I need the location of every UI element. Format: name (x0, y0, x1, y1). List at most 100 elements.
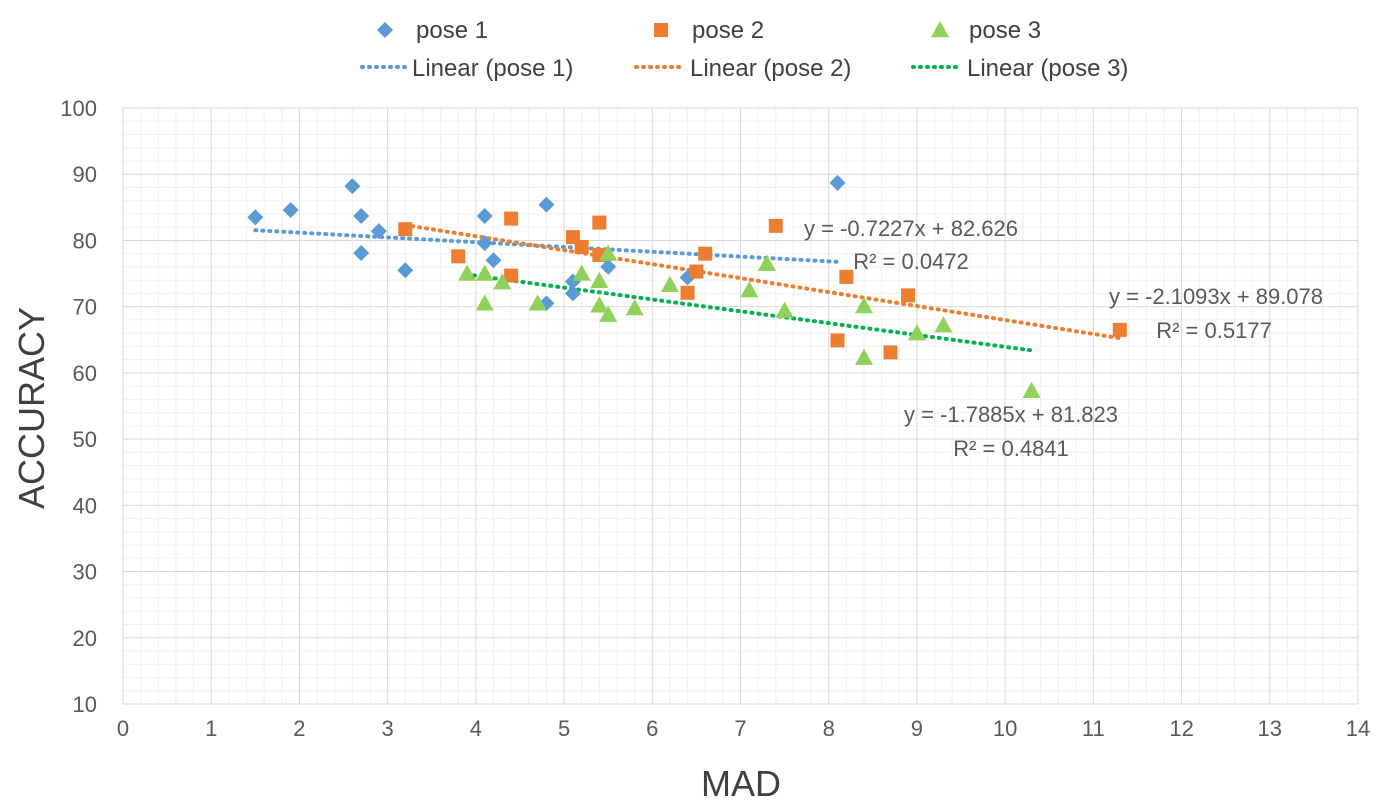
x-tick-label: 14 (1346, 716, 1370, 741)
x-axis-tick-labels: 0 1 2 3 4 5 6 7 8 9 10 11 12 13 14 (117, 716, 1370, 741)
point-pose-1 (247, 209, 264, 226)
point-pose-2 (1112, 322, 1127, 337)
point-pose-2 (830, 333, 845, 348)
trendline-equation-pose-3: y = -1.7885x + 81.823 (904, 402, 1118, 427)
y-tick-label: 100 (60, 96, 97, 121)
legend-label-pose-3: pose 3 (969, 17, 1041, 44)
point-pose-3 (855, 297, 873, 314)
major-gridlines (122, 107, 1359, 705)
y-axis-title: ACCURACY (11, 307, 52, 509)
point-pose-2 (504, 211, 519, 226)
point-pose-2 (839, 269, 854, 284)
x-tick-label: 3 (382, 716, 394, 741)
point-pose-3 (572, 264, 591, 281)
point-pose-1 (564, 285, 581, 302)
point-pose-1 (282, 201, 299, 218)
point-pose-2 (883, 345, 898, 360)
x-axis-title: MAD (701, 763, 781, 804)
trendline-equations: y = -0.7227x + 82.626 R² = 0.0472 y = -2.1… (804, 216, 1323, 461)
point-pose-1 (476, 235, 493, 252)
point-pose-2 (901, 288, 916, 303)
point-pose-3 (599, 305, 618, 322)
point-pose-3 (660, 275, 679, 293)
y-tick-label: 60 (73, 361, 97, 386)
x-tick-label: 10 (993, 716, 1017, 741)
point-pose-1 (344, 178, 361, 195)
trendline-pose-1 (253, 228, 840, 264)
data-points (247, 174, 1127, 398)
point-pose-1 (600, 258, 617, 275)
y-tick-label: 80 (73, 228, 97, 253)
trendline-pose-2 (403, 223, 1122, 341)
x-tick-label: 0 (117, 716, 129, 741)
point-pose-3 (493, 273, 512, 290)
y-tick-label: 30 (73, 560, 97, 585)
legend-label-pose-2: pose 2 (692, 17, 764, 44)
trendline-equation-pose-1: y = -0.7227x + 82.626 (804, 216, 1018, 241)
legend-marker-pose-3 (931, 21, 949, 38)
x-tick-label: 2 (293, 716, 305, 741)
point-pose-1 (538, 196, 555, 213)
trendline-r2-pose-2: R² = 0.5177 (1156, 318, 1272, 343)
x-tick-label: 9 (911, 716, 923, 741)
point-pose-2 (574, 240, 589, 255)
point-pose-2 (698, 246, 713, 261)
point-pose-3 (775, 301, 794, 318)
y-tick-label: 20 (73, 626, 97, 651)
x-tick-label: 11 (1082, 716, 1105, 741)
y-tick-label: 90 (73, 162, 97, 187)
trendlines (253, 223, 1122, 353)
legend-trend-label-pose-1: Linear (pose 1) (412, 55, 573, 82)
x-tick-label: 12 (1169, 716, 1193, 741)
legend-marker-pose-1 (377, 22, 393, 38)
point-pose-3 (475, 294, 494, 311)
x-tick-label: 1 (205, 716, 217, 741)
legend-marker-pose-2 (654, 23, 668, 37)
point-pose-3 (907, 324, 926, 341)
point-pose-3 (934, 316, 953, 333)
point-pose-2 (680, 285, 695, 300)
point-pose-3 (528, 294, 547, 311)
legend-trend-label-pose-2: Linear (pose 2) (690, 55, 851, 82)
legend-label-pose-1: pose 1 (416, 17, 488, 44)
y-tick-label: 40 (73, 493, 97, 518)
point-pose-1 (353, 245, 370, 262)
x-tick-label: 5 (558, 716, 570, 741)
point-pose-1 (397, 262, 414, 279)
point-pose-3 (590, 271, 609, 289)
point-pose-2 (768, 218, 783, 233)
point-pose-3 (757, 254, 776, 271)
point-pose-3 (625, 298, 644, 316)
point-pose-3 (475, 264, 494, 281)
x-tick-label: 7 (734, 716, 746, 741)
y-tick-label: 50 (73, 427, 97, 452)
point-pose-3 (599, 244, 618, 261)
point-pose-2 (689, 264, 704, 279)
point-pose-2 (451, 249, 466, 264)
point-pose-1 (370, 223, 387, 240)
point-pose-3 (740, 281, 759, 298)
y-axis-tick-labels: 10 20 30 40 50 60 70 80 90 100 (60, 96, 97, 717)
point-pose-1 (485, 252, 502, 269)
point-pose-1 (353, 207, 370, 224)
point-pose-3 (855, 348, 873, 365)
x-tick-label: 6 (646, 716, 658, 741)
point-pose-2 (592, 215, 607, 230)
y-tick-label: 10 (73, 692, 97, 717)
legend: pose 1 pose 2 pose 3 Linear (pose 1) Linear … (360, 17, 1128, 82)
point-pose-3 (1022, 381, 1041, 398)
trendline-r2-pose-1: R² = 0.0472 (853, 249, 969, 274)
y-tick-label: 70 (73, 295, 97, 320)
trendline-r2-pose-3: R² = 0.4841 (953, 436, 1069, 461)
point-pose-1 (476, 207, 493, 224)
point-pose-2 (398, 222, 413, 237)
trendline-equation-pose-2: y = -2.1093x + 89.078 (1109, 284, 1323, 309)
x-tick-label: 8 (823, 716, 835, 741)
point-pose-3 (590, 296, 609, 313)
point-pose-1 (829, 174, 846, 191)
x-tick-label: 4 (470, 716, 482, 741)
legend-trend-label-pose-3: Linear (pose 3) (967, 55, 1128, 82)
point-pose-3 (458, 264, 477, 281)
